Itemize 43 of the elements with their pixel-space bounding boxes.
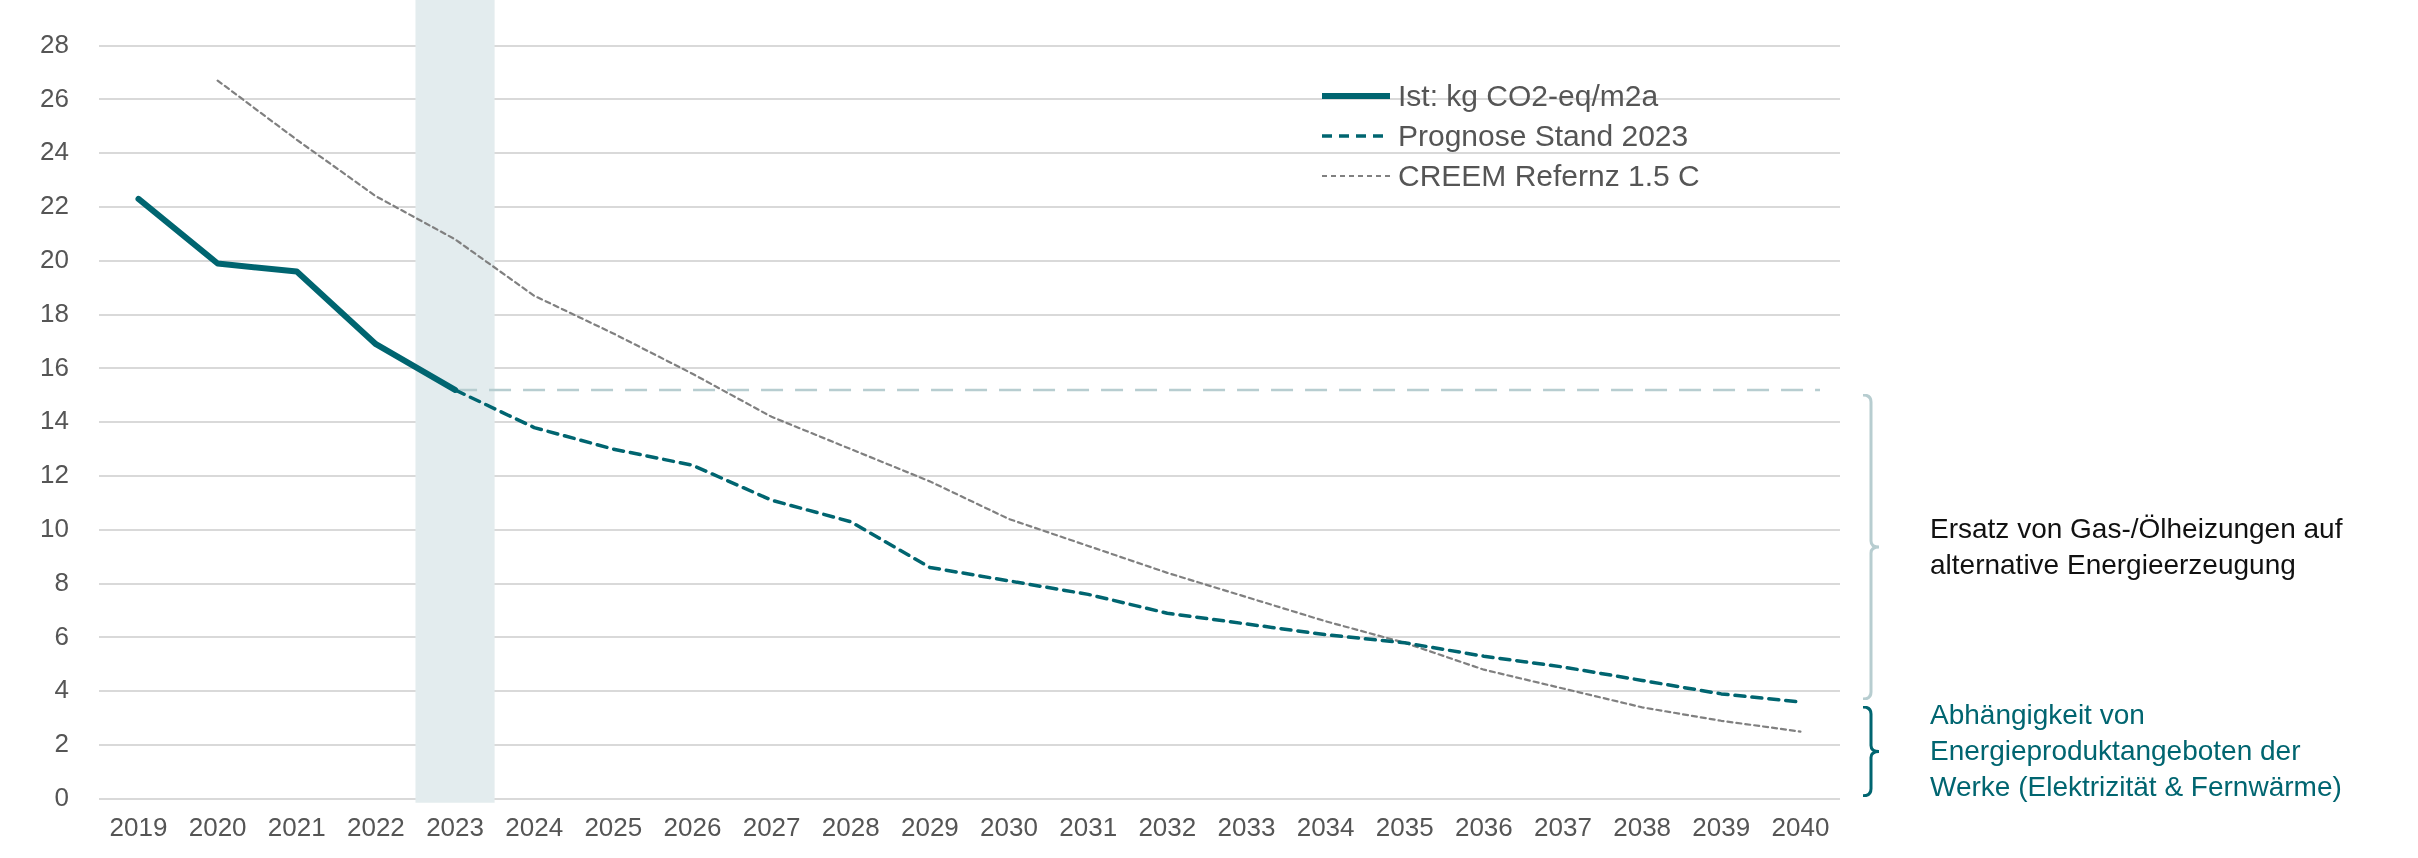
x-tick-label: 2038 [1613, 811, 1672, 842]
x-tick-label: 2040 [1771, 811, 1830, 842]
x-tick-label: 2034 [1296, 811, 1355, 842]
x-tick-label: 2031 [1059, 811, 1118, 842]
y-tick-label: 28 [40, 28, 69, 59]
x-tick-label: 2020 [188, 811, 247, 842]
y-tick-label: 14 [40, 405, 69, 436]
text: Abhängigkeit von Energieproduktangeboten der Werke (Elektrizität & Fernwärme) [1930, 698, 2343, 805]
x-tick-label: 2033 [1217, 811, 1276, 842]
text: Ersatz von Gas-/Ölheizungen auf alternative Energieerzeugung [1930, 511, 2344, 582]
x-tick-label: 2036 [1454, 811, 1513, 842]
y-tick-label: 20 [40, 243, 69, 274]
y-tick-label: 10 [40, 512, 69, 543]
y-tick-label: 26 [40, 82, 69, 113]
x-tick-label: 2037 [1534, 811, 1592, 842]
x-tick-label: 2024 [505, 811, 564, 842]
y-tick-label: 22 [40, 190, 69, 221]
y-tick-label: 24 [40, 136, 69, 167]
x-tick-label: 2028 [821, 811, 880, 842]
x-tick-label: 2032 [1138, 811, 1197, 842]
x-tick-label: 2027 [742, 811, 801, 842]
x-tick-label: 2035 [1375, 811, 1434, 842]
x-tick-label: 2030 [980, 811, 1038, 842]
y-tick-label: 8 [54, 566, 69, 597]
legend-label: CREEM Refernz 1.5 C [1398, 158, 1700, 193]
x-tick-label: 2019 [109, 811, 168, 842]
line-series [216, 79, 1802, 733]
y-tick-label: 4 [54, 674, 69, 705]
x-tick-label: 2029 [900, 811, 959, 842]
y-tick-label: 0 [54, 781, 69, 812]
y-tick-label: 2 [54, 728, 69, 759]
x-tick-label: 2023 [426, 811, 484, 842]
legend-label: Prognose Stand 2023 [1398, 118, 1689, 153]
y-tick-label: 16 [40, 351, 69, 382]
y-tick-label: 18 [40, 297, 69, 328]
legend-label: Ist: kg CO2-eq/m2a [1398, 78, 1659, 113]
y-tick-label: 12 [40, 459, 69, 490]
x-tick-label: 2021 [267, 811, 326, 842]
x-tick-label: 2039 [1692, 811, 1751, 842]
y-tick-label: 6 [54, 620, 69, 651]
x-tick-label: 2025 [584, 811, 643, 842]
x-tick-label: 2026 [663, 811, 722, 842]
x-tick-label: 2022 [346, 811, 405, 842]
